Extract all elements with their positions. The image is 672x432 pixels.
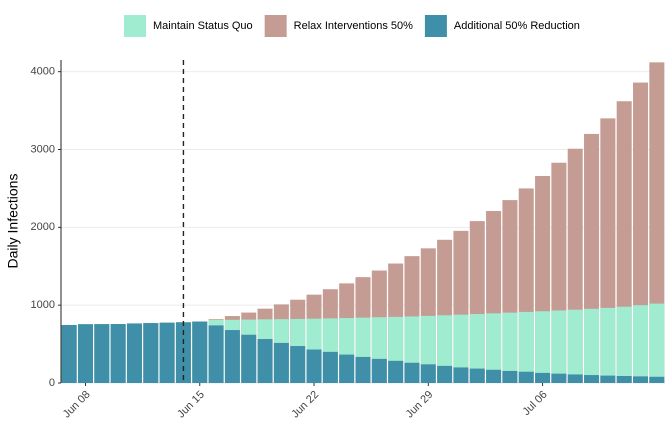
bar — [77, 324, 93, 383]
bar — [61, 325, 77, 383]
x-tick-label: Jul 06 — [520, 389, 549, 418]
legend-label: Relax Interventions 50% — [294, 20, 413, 32]
legend-swatch — [264, 15, 287, 37]
bar — [518, 371, 534, 383]
bar — [518, 311, 534, 383]
y-tick-label: 2000 — [31, 221, 55, 233]
bar — [437, 365, 453, 383]
bar — [616, 306, 632, 383]
legend-label: Additional 50% Reduction — [454, 20, 580, 32]
bar — [600, 375, 616, 383]
bar — [535, 311, 551, 383]
bar — [257, 339, 273, 383]
bar — [567, 309, 583, 383]
bar — [126, 323, 142, 383]
y-tick-label: 1000 — [31, 299, 55, 311]
bar — [224, 330, 240, 383]
bar — [273, 342, 289, 383]
bar — [600, 307, 616, 383]
bar — [551, 373, 567, 383]
bar — [290, 346, 306, 383]
bar — [567, 374, 583, 383]
bar — [649, 376, 665, 383]
bar — [420, 364, 436, 383]
bar — [404, 362, 420, 383]
legend-label: Maintain Status Quo — [153, 20, 253, 32]
bar — [502, 312, 518, 383]
bar — [584, 375, 600, 383]
bar — [339, 354, 355, 383]
legend-swatch — [124, 15, 146, 37]
bar — [143, 323, 159, 383]
y-axis-title: Daily Infections — [5, 174, 21, 269]
bar — [453, 314, 469, 383]
x-tick-label: Jun 15 — [175, 389, 207, 421]
bar — [633, 305, 649, 383]
bar — [306, 349, 322, 383]
bar — [371, 358, 387, 383]
bar — [486, 313, 502, 383]
bar — [355, 356, 371, 383]
y-tick-label: 4000 — [31, 66, 55, 78]
x-tick-label: Jun 08 — [61, 389, 93, 421]
bar — [208, 325, 224, 383]
y-tick-label: 0 — [49, 377, 55, 389]
bar — [110, 324, 126, 383]
bar — [633, 376, 649, 383]
bar — [649, 62, 665, 384]
x-tick-label: Jun 22 — [289, 389, 321, 421]
bar — [616, 375, 632, 383]
bar — [192, 321, 208, 383]
bar — [388, 360, 404, 383]
bar — [486, 369, 502, 383]
bar — [502, 370, 518, 383]
bar — [649, 303, 665, 383]
bar — [94, 324, 110, 383]
bar — [322, 351, 338, 383]
bar — [584, 308, 600, 383]
y-tick-label: 3000 — [31, 143, 55, 155]
legend-swatch — [424, 15, 447, 37]
bar — [469, 314, 485, 383]
bar — [551, 310, 567, 383]
bar — [453, 367, 469, 383]
bar — [469, 368, 485, 383]
bar — [241, 334, 257, 383]
bar — [535, 372, 551, 383]
bar — [159, 322, 175, 383]
x-tick-label: Jun 29 — [404, 389, 436, 421]
